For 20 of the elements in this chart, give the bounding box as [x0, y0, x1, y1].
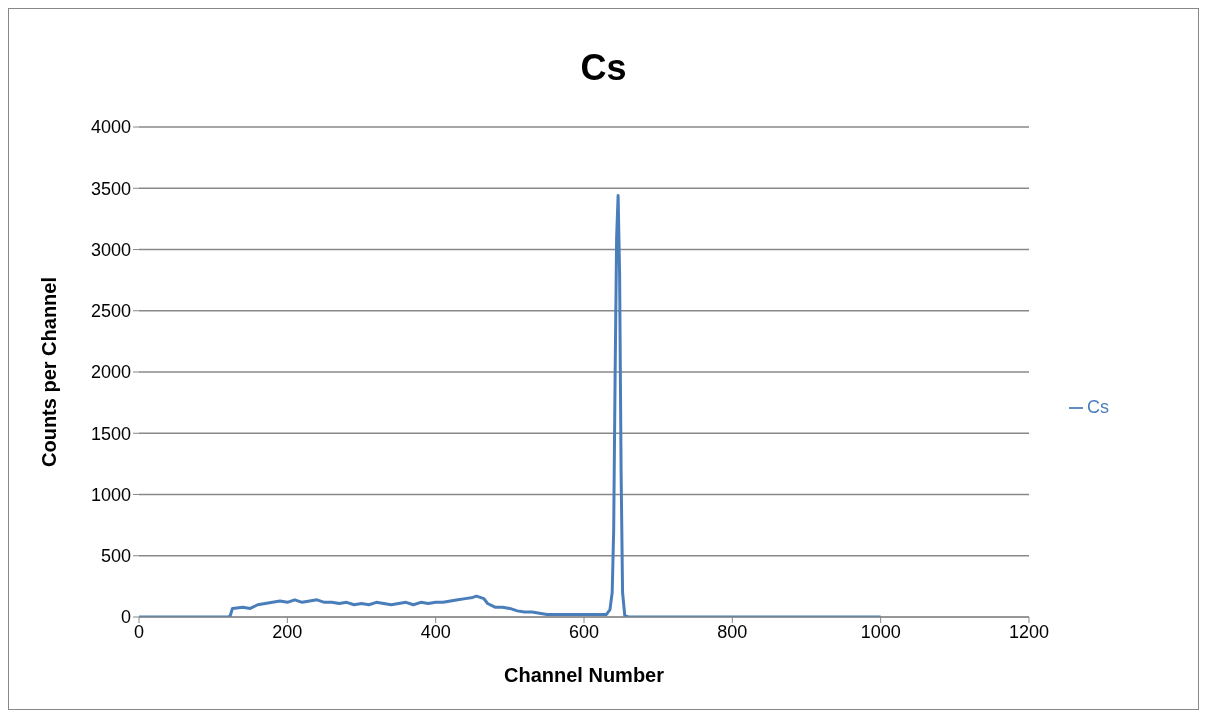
legend-label: Cs — [1087, 396, 1109, 417]
x-tick-label: 1200 — [1008, 621, 1050, 642]
chart-title: Cs — [579, 46, 628, 90]
y-tick-label: 2500 — [90, 301, 131, 322]
x-tick-label: 0 — [133, 621, 145, 642]
y-tick-label: 500 — [100, 546, 131, 567]
y-tick-label: 1000 — [90, 484, 131, 505]
y-axis-title: Counts per Channel — [38, 276, 61, 468]
x-tick-label: 600 — [568, 621, 600, 642]
y-tick-label: 1500 — [90, 423, 131, 444]
x-tick-label: 1000 — [860, 621, 901, 642]
y-tick-label: 2000 — [90, 362, 131, 383]
y-tick-label: 4000 — [90, 117, 131, 138]
y-tick-label: 3000 — [90, 239, 131, 260]
x-tick-label: 200 — [272, 621, 303, 642]
y-tick-label: 3500 — [90, 178, 131, 199]
x-axis-title: Channel Number — [503, 664, 665, 686]
x-tick-label: 400 — [420, 621, 451, 642]
y-tick-label: 0 — [120, 607, 131, 628]
x-tick-label: 800 — [717, 621, 748, 642]
